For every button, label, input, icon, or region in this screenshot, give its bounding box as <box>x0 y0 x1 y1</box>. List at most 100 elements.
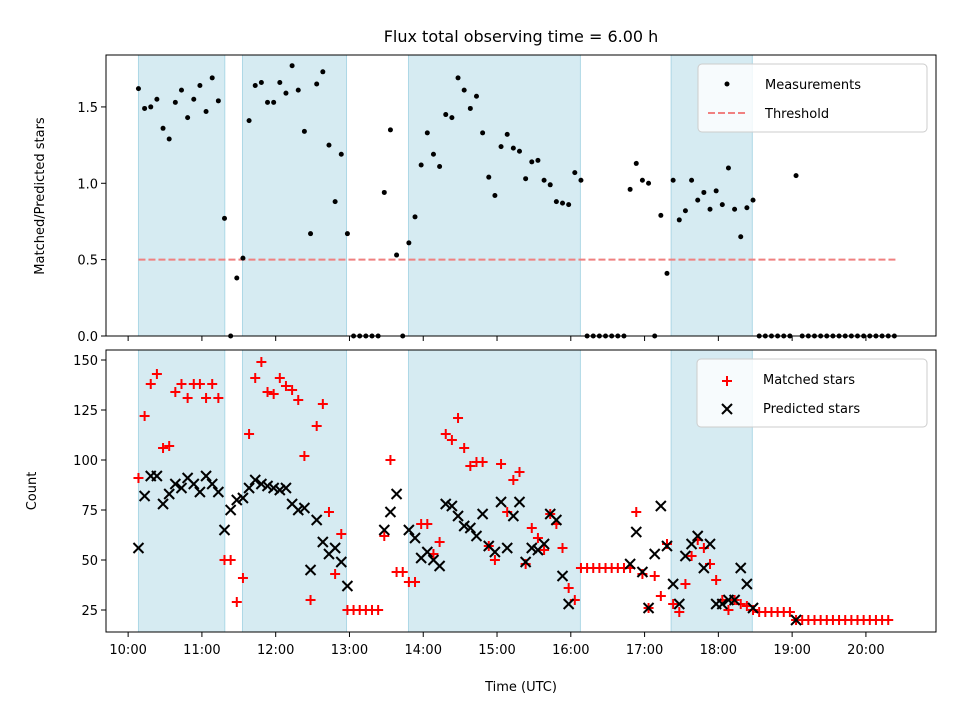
top-legend: Measurements Threshold <box>697 63 928 133</box>
predicted-star-point <box>495 496 507 508</box>
predicted-star-point <box>476 508 489 520</box>
matched-star-point <box>526 523 537 533</box>
matched-star-point <box>784 607 795 617</box>
legend-measurements-marker <box>724 81 730 87</box>
predicted-star-point <box>261 480 274 492</box>
measurement-point <box>467 105 473 111</box>
predicted-star-point <box>255 478 268 490</box>
measurement-point <box>566 202 572 208</box>
measurement-point <box>504 131 510 137</box>
measurement-point <box>553 199 559 205</box>
measurement-point <box>240 255 246 261</box>
matched-star-point <box>557 543 568 553</box>
predicted-star-point <box>556 570 569 582</box>
matched-star-point <box>661 539 672 549</box>
measurement-point <box>498 144 504 150</box>
matched-star-point <box>385 455 396 465</box>
predicted-star-point <box>421 546 434 558</box>
matched-star-point <box>508 475 519 485</box>
predicted-star-point <box>274 484 286 496</box>
predicted-star-point <box>403 524 415 536</box>
matched-star-point <box>410 577 421 587</box>
predicted-star-point <box>335 556 347 568</box>
x-tick-label: 19:00 <box>773 643 810 658</box>
measurement-point <box>320 69 326 75</box>
matched-star-point <box>379 531 390 541</box>
matched-star-point <box>287 385 298 395</box>
x-tick-label: 13:00 <box>331 643 368 658</box>
matched-star-point <box>440 429 451 439</box>
measurement-point <box>252 83 258 89</box>
matched-star-point <box>213 393 224 403</box>
matched-star-point <box>231 597 242 607</box>
matched-star-point <box>244 429 255 439</box>
y-tick-label: 0.5 <box>77 254 98 269</box>
matched-star-point <box>668 599 679 609</box>
measurement-point <box>646 180 652 186</box>
matched-star-point <box>225 555 236 565</box>
predicted-star-point <box>747 602 759 614</box>
measurement-point <box>332 199 338 205</box>
predicted-star-point <box>679 550 692 562</box>
matched-star-point <box>182 393 193 403</box>
predicted-star-point <box>728 594 741 606</box>
matched-star-point <box>397 567 408 577</box>
matched-star-point <box>465 461 476 471</box>
predicted-star-point <box>550 514 563 526</box>
predicted-star-point <box>716 598 729 610</box>
legend-matched-label: Matched stars <box>763 373 855 388</box>
predicted-star-point <box>440 498 452 510</box>
predicted-star-point <box>384 506 397 518</box>
measurement-point <box>215 98 221 104</box>
matched-star-point <box>280 381 291 391</box>
matched-star-point <box>250 373 261 383</box>
measurement-point <box>633 160 639 166</box>
matched-star-point <box>293 395 304 405</box>
measurement-point <box>572 170 578 176</box>
legend-predicted-label: Predicted stars <box>763 402 860 417</box>
measurement-point <box>234 275 240 281</box>
predicted-star-point <box>655 500 667 512</box>
measurement-point <box>547 182 553 188</box>
predicted-star-point <box>526 542 538 554</box>
measurement-point <box>529 159 535 165</box>
measurement-point <box>289 63 295 69</box>
measurement-point <box>148 104 154 110</box>
measurement-point <box>793 173 799 179</box>
measurement-point <box>473 93 479 99</box>
measurement-point <box>707 206 713 212</box>
matched-star-point <box>299 451 310 461</box>
measurement-point <box>154 96 160 102</box>
measurement-point <box>203 109 209 115</box>
measurement-point <box>486 174 492 180</box>
x-tick-label: 14:00 <box>405 643 442 658</box>
top-y-axis-label: Matched/Predicted stars <box>33 117 48 275</box>
measurement-point <box>658 212 664 218</box>
predicted-star-point <box>206 478 218 490</box>
y-tick-label: 1.0 <box>77 177 98 192</box>
predicted-star-point <box>741 578 753 590</box>
measurement-point <box>222 215 228 221</box>
predicted-star-point <box>464 522 477 534</box>
matched-star-point <box>151 369 162 379</box>
measurement-point <box>689 177 695 183</box>
matched-star-point <box>323 507 334 517</box>
matched-star-point <box>459 443 470 453</box>
x-tick-label: 17:00 <box>626 643 663 658</box>
measurement-point <box>326 142 332 148</box>
observing-window <box>137 349 226 633</box>
top-axes-frame <box>105 54 937 337</box>
predicted-star-point <box>224 504 237 516</box>
measurement-point <box>510 145 516 151</box>
x-tick-label: 16:00 <box>552 643 589 658</box>
predicted-star-point <box>501 542 513 554</box>
measurement-point <box>732 206 738 212</box>
predicted-star-point <box>685 538 698 550</box>
measurement-point <box>387 127 393 133</box>
matched-star-point <box>723 605 734 615</box>
y-tick-label: 25 <box>81 604 98 619</box>
predicted-star-point <box>243 482 255 494</box>
matched-star-point <box>496 459 507 469</box>
predicted-star-point <box>329 542 341 554</box>
